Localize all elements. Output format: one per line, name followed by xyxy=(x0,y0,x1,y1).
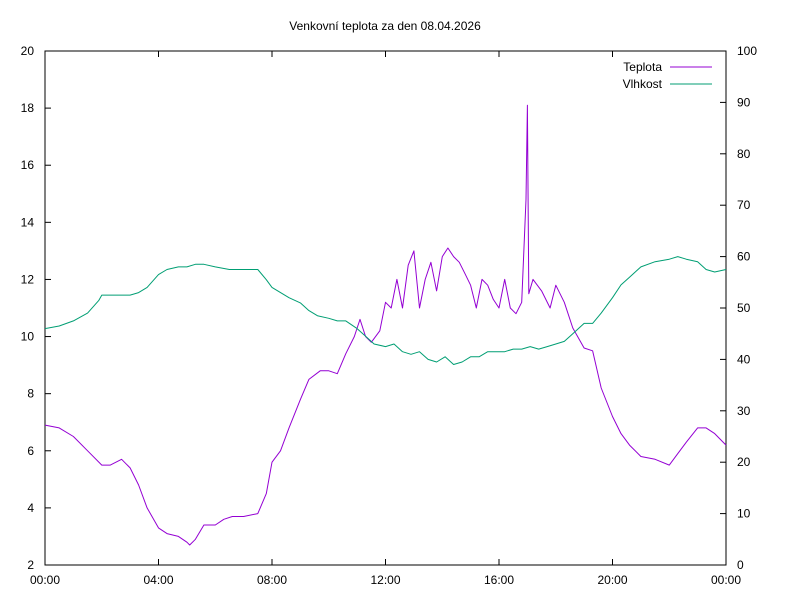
x-tick-label: 00:00 xyxy=(711,573,741,587)
y-axis-right: 0 10 20 30 40 50 60 70 80 90 100 xyxy=(720,44,757,572)
series-line-vlhkost xyxy=(44,256,727,365)
x-tick-label: 00:00 xyxy=(30,573,60,587)
y-right-tick-label: 50 xyxy=(737,301,751,315)
y-left-tick-label: 6 xyxy=(27,444,34,458)
y-right-tick-label: 40 xyxy=(737,352,751,366)
y-right-tick-label: 0 xyxy=(737,558,744,572)
y-left-tick-label: 14 xyxy=(21,215,35,229)
y-left-tick-label: 20 xyxy=(21,44,35,58)
x-tick-label: 20:00 xyxy=(597,573,627,587)
x-tick-label: 16:00 xyxy=(484,573,514,587)
series-line-teplota xyxy=(44,104,727,546)
y-left-tick-label: 12 xyxy=(21,272,35,286)
legend-label-vlhkost: Vlhkost xyxy=(623,77,663,91)
y-right-tick-label: 100 xyxy=(737,44,757,58)
y-right-tick-label: 80 xyxy=(737,147,751,161)
y-right-tick-label: 20 xyxy=(737,455,751,469)
y-axis-left: 2 4 6 8 10 12 14 16 18 20 xyxy=(21,44,51,572)
chart-title: Venkovní teplota za den 08.04.2026 xyxy=(289,19,481,33)
series-layer xyxy=(44,104,727,546)
x-axis: 00:00 04:00 08:00 12:00 16:00 20:00 00:00 xyxy=(30,51,741,587)
y-left-tick-label: 8 xyxy=(27,387,34,401)
y-left-tick-label: 4 xyxy=(27,501,34,515)
y-right-tick-label: 30 xyxy=(737,404,751,418)
x-tick-label: 08:00 xyxy=(257,573,287,587)
y-left-tick-label: 2 xyxy=(27,558,34,572)
y-left-tick-label: 10 xyxy=(21,330,35,344)
legend-label-teplota: Teplota xyxy=(623,60,662,74)
y-left-tick-label: 16 xyxy=(21,158,35,172)
y-right-tick-label: 10 xyxy=(737,507,751,521)
x-tick-label: 04:00 xyxy=(143,573,173,587)
y-right-tick-label: 70 xyxy=(737,198,751,212)
y-left-tick-label: 18 xyxy=(21,101,35,115)
x-tick-label: 12:00 xyxy=(370,573,400,587)
y-right-tick-label: 90 xyxy=(737,95,751,109)
y-right-tick-label: 60 xyxy=(737,250,751,264)
legend: Teplota Vlhkost xyxy=(623,60,712,91)
